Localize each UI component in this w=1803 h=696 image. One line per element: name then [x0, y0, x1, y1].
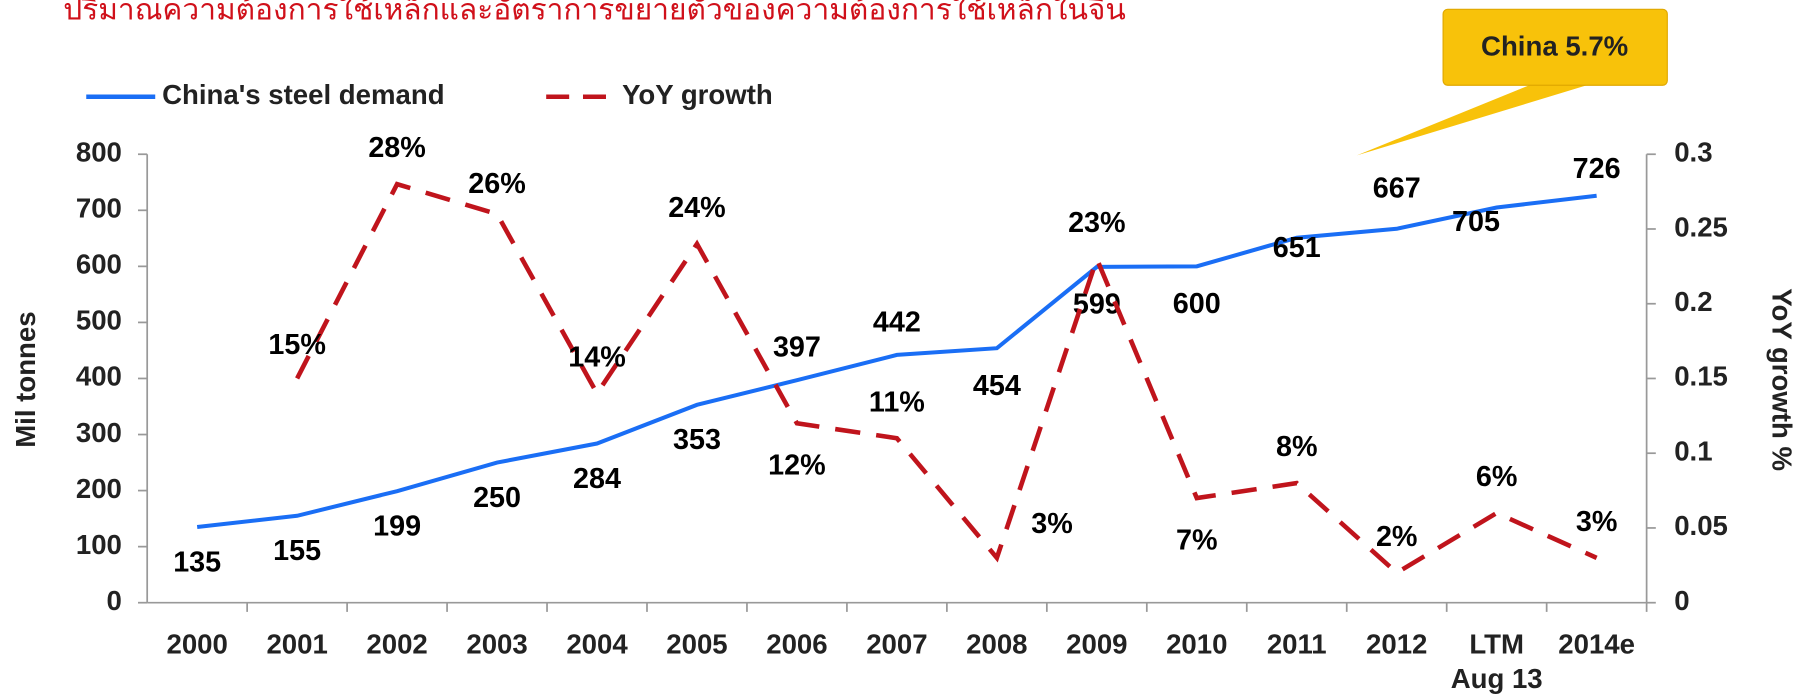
x-tick-label: 2012	[1366, 629, 1427, 660]
x-tick-label: 2014e	[1558, 629, 1635, 660]
y2-tick-label: 0.2	[1674, 286, 1712, 317]
y2-tick-label: 0.3	[1674, 137, 1712, 168]
y-axis-label: Mil tonnes	[10, 311, 41, 447]
y-tick-label: 400	[76, 361, 122, 392]
x-tick-label: 2001	[266, 629, 327, 660]
x-tick-label: 2011	[1267, 629, 1327, 660]
y-tick-label: 800	[76, 137, 122, 168]
x-tick-label: 2009	[1066, 629, 1127, 660]
x-tick-label: 2004	[566, 629, 628, 660]
data-label: 135	[173, 546, 221, 578]
data-label: 454	[973, 370, 1021, 402]
data-label: 7%	[1176, 524, 1218, 556]
series-line	[196, 193, 1597, 530]
y2-tick-label: 0.05	[1674, 510, 1728, 541]
y-tick-label: 600	[76, 249, 122, 280]
x-tick-label: 2006	[766, 629, 827, 660]
data-label: 250	[473, 482, 521, 514]
y-tick-label: 200	[76, 473, 122, 504]
x-tick-label: LTM Aug 13	[1451, 629, 1543, 694]
y-tick-label: 500	[76, 305, 122, 336]
data-label: 8%	[1276, 431, 1318, 463]
data-label: 705	[1452, 206, 1500, 238]
data-label: 651	[1273, 232, 1321, 264]
data-label: 2%	[1376, 521, 1418, 553]
data-label: 3%	[1576, 506, 1618, 538]
data-label: 28%	[368, 132, 426, 164]
y2-tick-label: 0.1	[1674, 435, 1712, 466]
legend-label: YoY growth	[622, 79, 773, 110]
callout-pointer	[1356, 85, 1587, 156]
x-tick-label: 2000	[166, 629, 227, 660]
data-label: 14%	[568, 342, 626, 374]
x-tick-label: 2008	[966, 629, 1027, 660]
series-line	[295, 181, 1598, 576]
x-tick-label: 2007	[866, 629, 927, 660]
data-label: 15%	[268, 329, 326, 361]
data-label: 397	[773, 332, 821, 364]
data-label: 199	[373, 511, 421, 543]
legend-label: China's steel demand	[162, 79, 444, 110]
data-label: 24%	[668, 192, 726, 224]
y-tick-label: 700	[76, 193, 122, 224]
x-tick-label: 2005	[666, 629, 727, 660]
data-label: 11%	[869, 386, 925, 418]
data-label: 667	[1373, 172, 1421, 204]
data-label: 599	[1073, 289, 1121, 321]
data-label: 353	[673, 424, 721, 456]
x-tick-label: 2002	[366, 629, 427, 660]
data-label: 726	[1573, 153, 1621, 185]
chart-title: ปริมาณความต้องการใช้เหล็กและอัตราการขยาย…	[63, 0, 1126, 27]
y2-tick-label: 0.15	[1674, 361, 1728, 392]
x-tick-label: 2003	[466, 629, 527, 660]
y-tick-label: 0	[107, 585, 122, 616]
x-tick-label: 2010	[1166, 629, 1227, 660]
y-tick-label: 300	[76, 417, 122, 448]
data-label: 442	[873, 306, 921, 338]
data-label: 12%	[768, 450, 826, 482]
data-label: 284	[573, 463, 621, 495]
y-tick-label: 100	[76, 529, 122, 560]
data-label: 3%	[1031, 508, 1073, 540]
y2-axis-label: YoY growth %	[1767, 288, 1798, 471]
callout-box	[1442, 8, 1668, 86]
data-label: 155	[273, 535, 321, 567]
callout-text: China 5.7%	[1481, 31, 1628, 62]
data-label: 600	[1173, 288, 1221, 320]
data-label: 6%	[1476, 461, 1518, 493]
y2-tick-label: 0	[1674, 585, 1689, 616]
data-label: 26%	[468, 168, 526, 200]
y2-tick-label: 0.25	[1674, 211, 1728, 242]
data-label: 23%	[1068, 207, 1126, 239]
